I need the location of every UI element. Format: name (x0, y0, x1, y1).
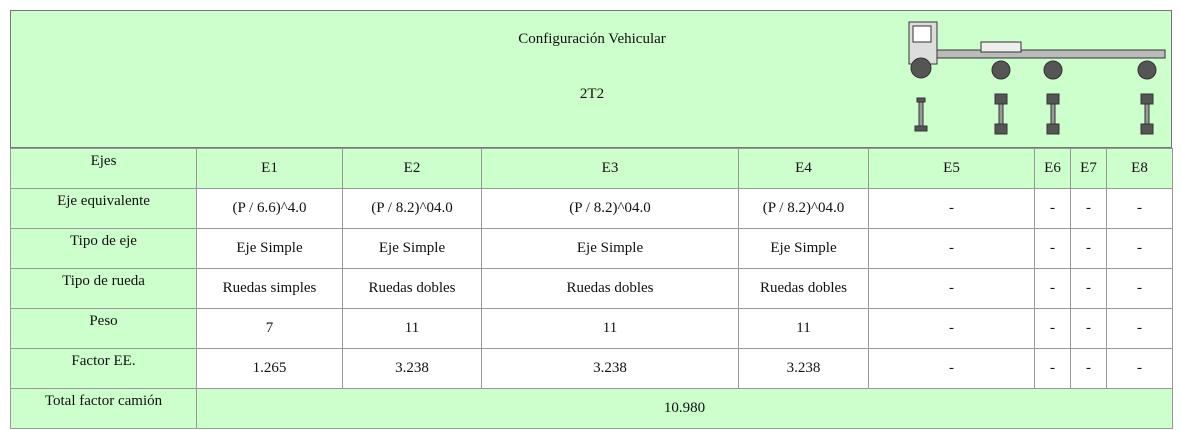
table-cell: - (1070, 228, 1107, 269)
table-cell: - (1034, 228, 1071, 269)
column-header: E8 (1106, 148, 1173, 189)
column-header: E6 (1034, 148, 1071, 189)
table-cell: - (1106, 188, 1173, 229)
total-value: 10.980 (196, 388, 1173, 429)
row-label: Tipo de rueda (10, 268, 197, 309)
table-cell: (P / 8.2)^04.0 (481, 188, 739, 229)
table-cell: - (868, 308, 1035, 349)
row-label: Factor EE. (10, 348, 197, 389)
table-cell: Eje Simple (738, 228, 869, 269)
table-row: Factor EE. 1.265 3.238 3.238 3.238- - - - (10, 348, 1173, 389)
table-cell: - (868, 348, 1035, 389)
table-cell: - (1034, 348, 1071, 389)
table-cell: - (1034, 308, 1071, 349)
table-cell: - (1106, 228, 1173, 269)
table-cell: 3.238 (738, 348, 869, 389)
table-cell: (P / 6.6)^4.0 (196, 188, 343, 229)
table-cell: (P / 8.2)^04.0 (342, 188, 482, 229)
table-cell: Eje Simple (342, 228, 482, 269)
column-header: E3 (481, 148, 739, 189)
row-header-title: Ejes (10, 148, 197, 189)
column-header: E2 (342, 148, 482, 189)
axle-table: Ejes E1 E2 E3 E4 E5 E6 E7 E8 Eje equivalente (P / … (10, 148, 1173, 429)
table-cell: Eje Simple (481, 228, 739, 269)
table-cell: Eje Simple (196, 228, 343, 269)
table-cell: Ruedas dobles (481, 268, 739, 309)
row-label: Tipo de eje (10, 228, 197, 269)
row-label: Eje equivalente (10, 188, 197, 229)
row-label: Peso (10, 308, 197, 349)
table-cell: 11 (738, 308, 869, 349)
table-cell: - (1070, 348, 1107, 389)
table-cell: - (868, 268, 1035, 309)
table-cell: - (1106, 268, 1173, 309)
table-cell: - (1106, 308, 1173, 349)
table-cell: - (1070, 268, 1107, 309)
column-header: E5 (868, 148, 1035, 189)
table-row: Tipo de eje Eje Simple Eje Simple Eje Simpl… (10, 228, 1173, 269)
table-cell: 3.238 (481, 348, 739, 389)
table-cell: - (1070, 308, 1107, 349)
column-header: E7 (1070, 148, 1107, 189)
table-cell: Ruedas simples (196, 268, 343, 309)
table-cell: - (868, 188, 1035, 229)
header: Configuración Vehicular 2T2 (10, 10, 1172, 148)
table-cell: 11 (342, 308, 482, 349)
table-row: Peso 7 11 11 11- - - - (10, 308, 1173, 349)
table-row: Tipo de rueda Ruedas simples Ruedas dobles… (10, 268, 1173, 309)
table-cell: 1.265 (196, 348, 343, 389)
table-cell: 11 (481, 308, 739, 349)
table-cell: - (1106, 348, 1173, 389)
table-cell: Ruedas dobles (738, 268, 869, 309)
total-row: Total factor camión 10.980 (10, 388, 1173, 429)
table-cell: Ruedas dobles (342, 268, 482, 309)
table-row: Eje equivalente (P / 6.6)^4.0 (P / 8.2)^04… (10, 188, 1173, 229)
table-cell: 3.238 (342, 348, 482, 389)
table-cell: - (868, 228, 1035, 269)
table-cell: - (1034, 188, 1071, 229)
total-label: Total factor camión (10, 388, 197, 429)
header-row: Ejes E1 E2 E3 E4 E5 E6 E7 E8 (10, 148, 1173, 189)
header-title: Configuración Vehicular (518, 31, 666, 47)
table-cell: - (1034, 268, 1071, 309)
truck-icon (908, 21, 1166, 135)
column-header: E1 (196, 148, 343, 189)
vehicle-code: 2T2 (579, 86, 605, 102)
table-cell: - (1070, 188, 1107, 229)
table-cell: 7 (196, 308, 343, 349)
column-header: E4 (738, 148, 869, 189)
table-cell: (P / 8.2)^04.0 (738, 188, 869, 229)
vehicle-config: Configuración Vehicular 2T2 Ejes E1 E2 E3 E4… (10, 10, 1173, 429)
